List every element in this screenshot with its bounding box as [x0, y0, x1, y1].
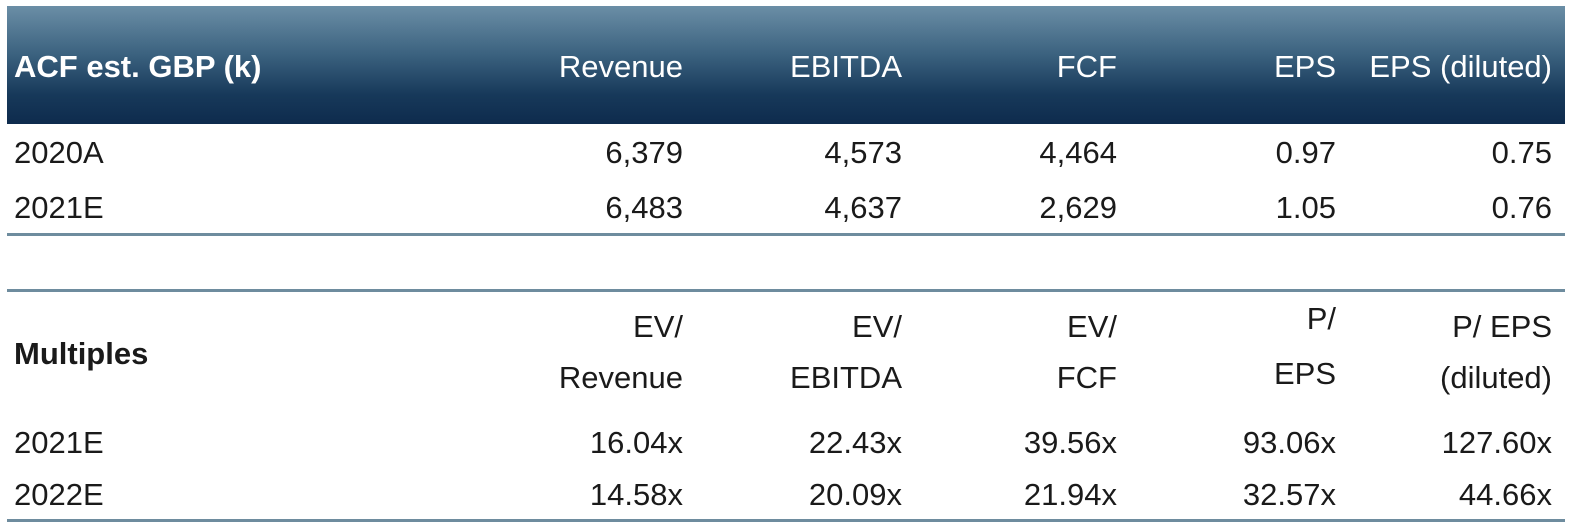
cell-fcf: 4,464: [1039, 135, 1117, 170]
cell-ebitda: 4,637: [824, 190, 902, 225]
col-header-p-eps-diluted-line1: P/ EPS: [1452, 309, 1552, 344]
col-header-ev-revenue-line2: Revenue: [558, 360, 683, 395]
estimates-bottom-rule: [7, 233, 1565, 236]
cell-ev-fcf: 39.56x: [1023, 425, 1117, 460]
row-year: 2020A: [14, 135, 104, 170]
col-header-eps-diluted: EPS (diluted): [1369, 49, 1552, 84]
cell-eps-diluted: 0.75: [1491, 135, 1552, 170]
col-header-ev-ebitda-line1: EV/: [852, 309, 902, 344]
col-header-ev-ebitda-line2: EBITDA: [790, 360, 902, 395]
cell-ev-revenue: 14.58x: [589, 477, 683, 512]
col-header-ebitda: EBITDA: [790, 49, 902, 84]
row-year: 2022E: [14, 477, 104, 512]
cell-p-eps-diluted: 127.60x: [1441, 425, 1552, 460]
cell-p-eps-diluted: 44.66x: [1458, 477, 1552, 512]
cell-eps-diluted: 0.76: [1491, 190, 1552, 225]
cell-revenue: 6,483: [605, 190, 683, 225]
estimates-title: ACF est. GBP (k): [14, 49, 262, 84]
estimates-header-bar: [7, 6, 1565, 124]
row-year: 2021E: [14, 425, 104, 460]
row-year: 2021E: [14, 190, 104, 225]
cell-revenue: 6,379: [605, 135, 683, 170]
col-header-p-eps-line2: EPS: [1273, 356, 1336, 391]
cell-eps: 1.05: [1275, 190, 1336, 225]
cell-ev-ebitda: 22.43x: [808, 425, 902, 460]
cell-eps: 0.97: [1275, 135, 1336, 170]
cell-p-eps: 32.57x: [1242, 477, 1336, 512]
cell-ev-revenue: 16.04x: [589, 425, 683, 460]
cell-p-eps: 93.06x: [1242, 425, 1336, 460]
cell-ev-ebitda: 20.09x: [808, 477, 902, 512]
cell-ebitda: 4,573: [824, 135, 902, 170]
col-header-p-eps-line1: P/: [1306, 301, 1336, 336]
cell-fcf: 2,629: [1039, 190, 1117, 225]
cell-ev-fcf: 21.94x: [1023, 477, 1117, 512]
col-header-p-eps-diluted-line2: (diluted): [1440, 360, 1552, 395]
col-header-ev-fcf-line1: EV/: [1067, 309, 1117, 344]
multiples-title: Multiples: [14, 336, 149, 371]
multiples-bottom-rule: [7, 519, 1565, 522]
multiples-top-rule: [7, 289, 1565, 292]
col-header-ev-fcf-line2: FCF: [1056, 360, 1117, 395]
col-header-eps: EPS: [1273, 49, 1336, 84]
col-header-fcf: FCF: [1056, 49, 1117, 84]
col-header-revenue: Revenue: [558, 49, 683, 84]
col-header-ev-revenue-line1: EV/: [633, 309, 683, 344]
